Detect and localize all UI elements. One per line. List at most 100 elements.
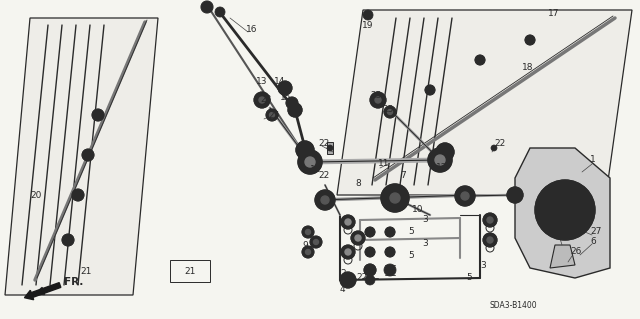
Ellipse shape — [385, 227, 395, 237]
Text: 6: 6 — [590, 238, 596, 247]
Ellipse shape — [305, 229, 310, 234]
Text: 23: 23 — [370, 92, 381, 100]
Text: 11: 11 — [378, 159, 390, 167]
Ellipse shape — [560, 205, 570, 215]
Bar — [170, 260, 210, 282]
Ellipse shape — [384, 106, 396, 118]
Ellipse shape — [269, 113, 275, 117]
Ellipse shape — [302, 226, 314, 238]
Ellipse shape — [365, 275, 375, 285]
Ellipse shape — [487, 217, 493, 223]
Text: 5: 5 — [408, 227, 413, 236]
Ellipse shape — [455, 186, 475, 206]
Polygon shape — [5, 18, 158, 295]
Text: 26: 26 — [570, 248, 581, 256]
Text: 7: 7 — [455, 190, 461, 199]
Text: 22: 22 — [494, 138, 505, 147]
Ellipse shape — [288, 103, 302, 117]
Ellipse shape — [435, 155, 445, 165]
Ellipse shape — [305, 249, 310, 255]
Text: 12: 12 — [436, 164, 447, 173]
Text: 3: 3 — [422, 216, 428, 225]
Ellipse shape — [384, 264, 396, 276]
Text: 9: 9 — [302, 241, 308, 249]
Ellipse shape — [321, 196, 329, 204]
Ellipse shape — [82, 149, 94, 161]
Ellipse shape — [483, 213, 497, 227]
Ellipse shape — [340, 272, 356, 288]
Bar — [327, 142, 333, 154]
Ellipse shape — [254, 92, 270, 108]
Ellipse shape — [375, 97, 381, 103]
Ellipse shape — [370, 92, 386, 108]
Text: 3: 3 — [422, 240, 428, 249]
Text: 2: 2 — [340, 269, 346, 278]
Ellipse shape — [310, 236, 322, 248]
Text: 7: 7 — [400, 170, 406, 180]
Ellipse shape — [314, 240, 319, 244]
Text: 14: 14 — [274, 78, 285, 86]
Text: 4: 4 — [340, 286, 346, 294]
Ellipse shape — [278, 81, 292, 95]
Text: 20: 20 — [30, 190, 42, 199]
Text: 15: 15 — [280, 93, 291, 102]
Text: 23: 23 — [260, 95, 271, 105]
Text: 22: 22 — [318, 170, 329, 180]
Text: 25: 25 — [268, 110, 280, 120]
Ellipse shape — [92, 109, 104, 121]
Ellipse shape — [491, 145, 497, 151]
Ellipse shape — [201, 1, 213, 13]
Ellipse shape — [365, 227, 375, 237]
Ellipse shape — [286, 97, 298, 109]
Ellipse shape — [525, 35, 535, 45]
Ellipse shape — [381, 184, 409, 212]
Ellipse shape — [461, 192, 469, 200]
Polygon shape — [515, 148, 610, 278]
Text: 13: 13 — [256, 78, 268, 86]
Text: 22: 22 — [356, 273, 367, 283]
Text: 1: 1 — [590, 155, 596, 165]
Ellipse shape — [327, 145, 333, 151]
Text: 3: 3 — [480, 261, 486, 270]
Ellipse shape — [475, 55, 485, 65]
Ellipse shape — [385, 247, 395, 257]
Text: 18: 18 — [522, 63, 534, 72]
Ellipse shape — [436, 143, 454, 161]
Ellipse shape — [298, 150, 322, 174]
Ellipse shape — [507, 187, 523, 203]
Ellipse shape — [215, 7, 225, 17]
Ellipse shape — [302, 246, 314, 258]
Text: 5: 5 — [408, 251, 413, 261]
Text: 22: 22 — [318, 138, 329, 147]
Text: FR.: FR. — [64, 277, 83, 287]
Ellipse shape — [428, 148, 452, 172]
Text: 24: 24 — [556, 224, 567, 233]
Polygon shape — [337, 10, 632, 195]
Ellipse shape — [305, 157, 315, 167]
Text: 25: 25 — [382, 106, 394, 115]
Ellipse shape — [355, 235, 361, 241]
Bar — [491, 142, 497, 154]
Ellipse shape — [535, 180, 595, 240]
Ellipse shape — [345, 249, 351, 255]
Text: 27: 27 — [590, 227, 602, 236]
Text: 5: 5 — [466, 273, 472, 283]
Text: 17: 17 — [548, 10, 559, 19]
Ellipse shape — [549, 194, 581, 226]
Text: 19: 19 — [362, 21, 374, 31]
Ellipse shape — [296, 141, 314, 159]
Ellipse shape — [351, 231, 365, 245]
Ellipse shape — [390, 193, 400, 203]
Ellipse shape — [266, 109, 278, 121]
Text: 21: 21 — [184, 266, 195, 276]
Ellipse shape — [259, 97, 265, 103]
Text: 12: 12 — [310, 166, 321, 174]
Ellipse shape — [363, 10, 373, 20]
Ellipse shape — [341, 215, 355, 229]
Ellipse shape — [387, 109, 392, 115]
Ellipse shape — [72, 189, 84, 201]
FancyArrow shape — [24, 283, 61, 300]
Ellipse shape — [425, 85, 435, 95]
Ellipse shape — [62, 234, 74, 246]
Ellipse shape — [365, 247, 375, 257]
